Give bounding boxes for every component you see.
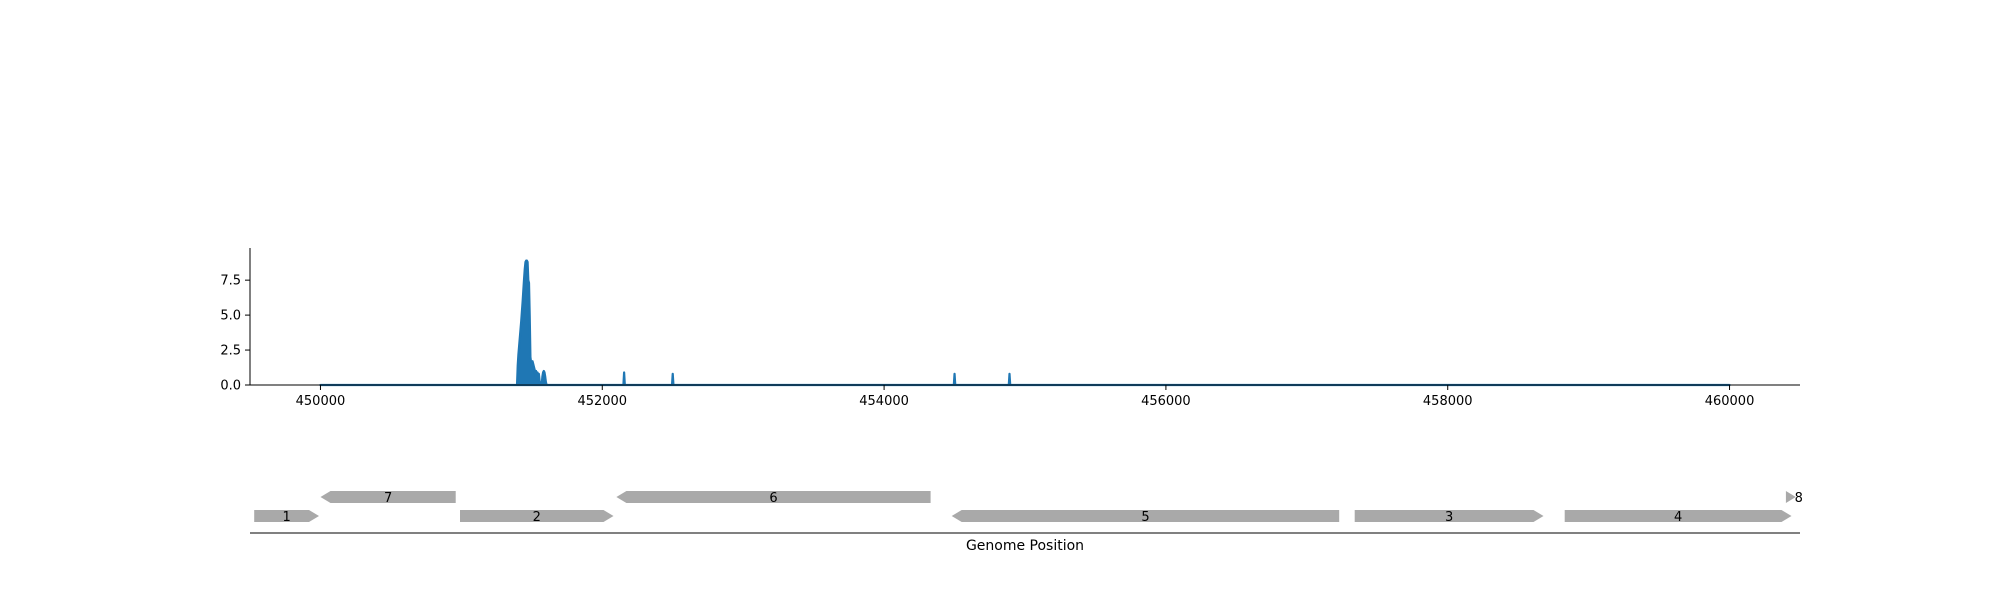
y-tick-label: 2.5 (220, 344, 241, 359)
y-tick-label: 0.0 (220, 379, 241, 394)
y-tick-label: 5.0 (220, 309, 241, 324)
gene-feature-8 (1785, 491, 1796, 503)
x-tick-label: 450000 (296, 394, 346, 409)
gene-label-6: 6 (769, 491, 777, 506)
x-tick-label: 452000 (577, 394, 627, 409)
x-tick-label: 458000 (1423, 394, 1473, 409)
gene-label-3: 3 (1445, 510, 1453, 525)
gene-feature-3 (1354, 510, 1544, 522)
gene-features: 1 7 2 6 5 3 4 8 (254, 491, 1803, 525)
x-tick-label: 456000 (1141, 394, 1191, 409)
genome-position-axis-label: Genome Position (966, 538, 1084, 554)
coverage-axis-ticks: 450000 452000 454000 456000 458000 460000 0.0 2… (220, 274, 1754, 409)
gene-feature-7 (320, 491, 456, 503)
gene-track: 1 7 2 6 5 3 4 8 Genome Position (250, 491, 1803, 554)
gene-label-5: 5 (1141, 510, 1149, 525)
gene-label-2: 2 (533, 510, 541, 525)
gene-label-4: 4 (1674, 510, 1682, 525)
gene-feature-6 (616, 491, 931, 503)
coverage-area (319, 259, 1731, 387)
x-tick-label: 454000 (859, 394, 909, 409)
y-tick-label: 7.5 (220, 274, 241, 289)
gene-feature-5 (951, 510, 1340, 522)
gene-feature-2 (460, 510, 614, 522)
gene-label-1: 1 (282, 510, 290, 525)
coverage-series (319, 259, 1731, 387)
coverage-plot: 450000 452000 454000 456000 458000 460000 0.0 2… (220, 248, 1800, 409)
gene-feature-1 (254, 510, 319, 522)
gene-feature-4 (1564, 510, 1792, 522)
gene-label-7: 7 (384, 491, 392, 506)
gene-label-8: 8 (1795, 491, 1803, 506)
x-tick-label: 460000 (1705, 394, 1755, 409)
